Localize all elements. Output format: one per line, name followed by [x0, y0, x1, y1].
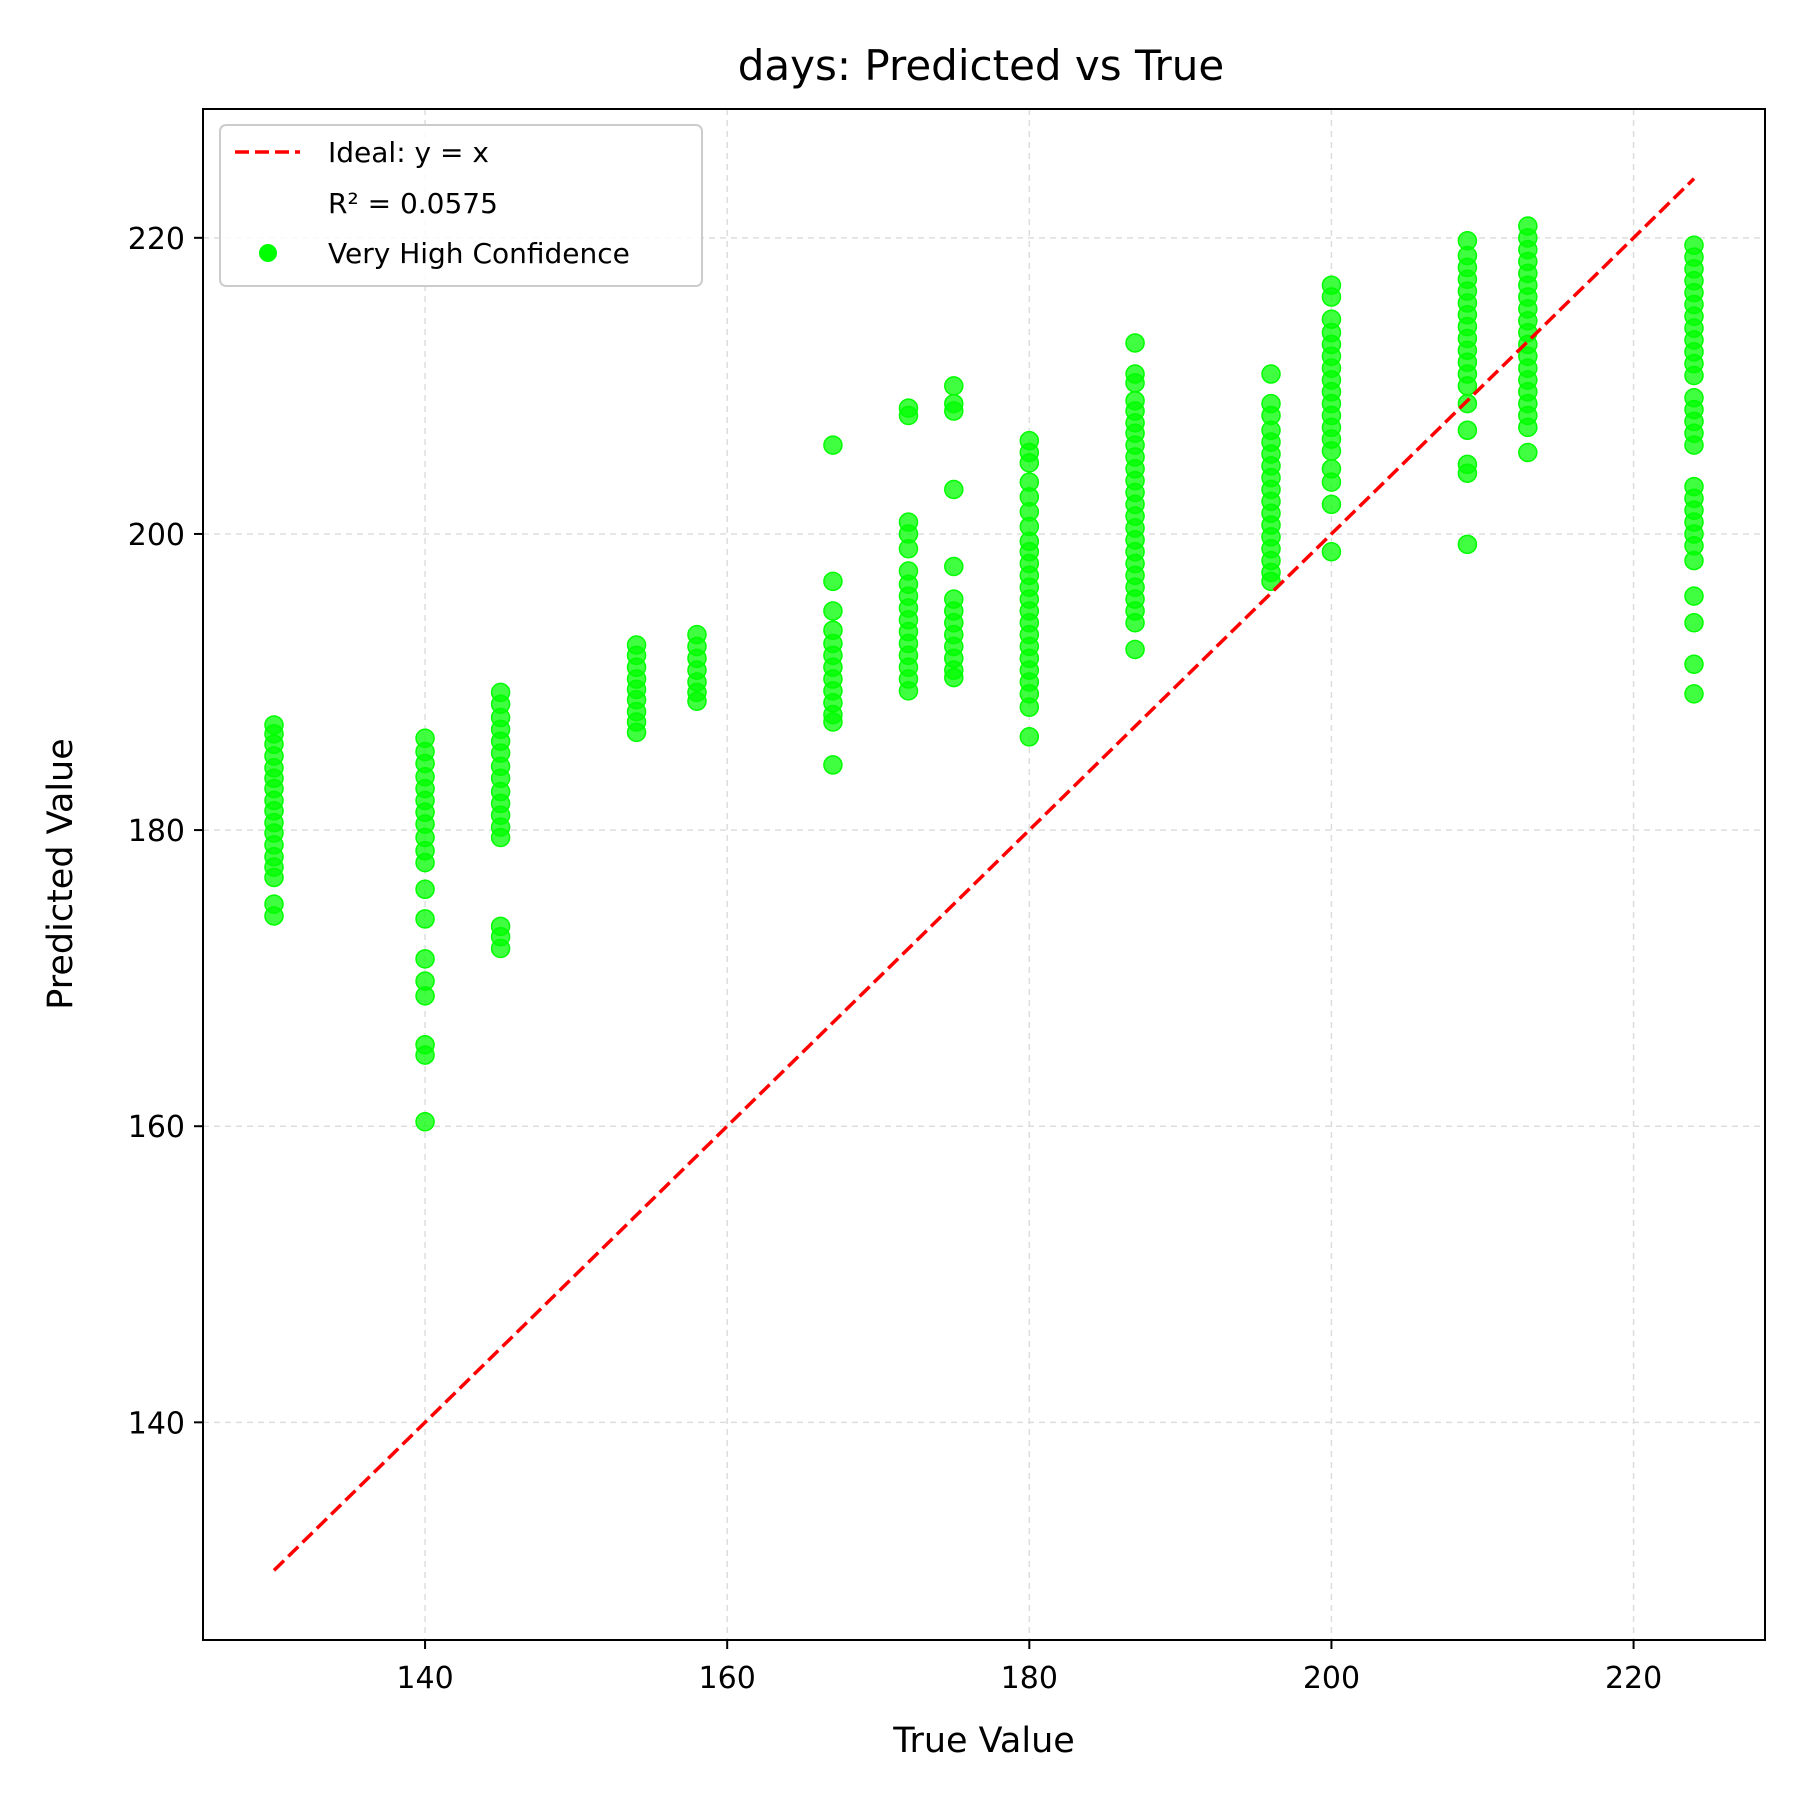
data-point [415, 1045, 435, 1065]
data-point [1518, 442, 1538, 463]
data-points [264, 216, 1704, 1132]
data-point [823, 755, 843, 775]
data-point [1684, 550, 1704, 571]
data-point [1019, 727, 1040, 747]
data-point [264, 906, 284, 926]
y-tick-label: 140 [128, 1406, 185, 1441]
data-point [1457, 393, 1478, 414]
legend-ideal-label: Ideal: y = x [328, 136, 489, 169]
x-tick-label: 160 [699, 1661, 756, 1696]
data-point [415, 1112, 435, 1132]
data-point [944, 667, 964, 688]
data-point [823, 712, 843, 732]
axis-ticks: 140 160 180 200 220 140 160 180 200 220 [128, 222, 1662, 1696]
data-point [898, 405, 919, 426]
data-point [415, 909, 435, 929]
data-point [898, 681, 919, 701]
legend-confidence-swatch [259, 244, 277, 262]
data-point [1518, 417, 1538, 438]
data-point [823, 435, 843, 455]
x-tick-label: 180 [1001, 1661, 1058, 1696]
data-point [1321, 287, 1342, 307]
y-tick-label: 200 [128, 518, 185, 553]
data-point [1019, 453, 1040, 473]
data-point [415, 852, 435, 873]
data-point [1125, 639, 1145, 660]
data-point [1457, 534, 1478, 555]
x-tick-label: 140 [396, 1661, 453, 1696]
data-point [1261, 364, 1281, 384]
data-point [823, 601, 843, 621]
y-tick-label: 160 [128, 1110, 185, 1145]
data-point [415, 949, 435, 969]
data-point [1457, 420, 1478, 441]
legend-confidence-label: Very High Confidence [328, 237, 630, 270]
y-tick-label: 180 [128, 814, 185, 849]
data-point [415, 986, 435, 1006]
x-axis-label: True Value [892, 1721, 1075, 1761]
y-tick-label: 220 [128, 222, 185, 257]
x-tick-label: 200 [1303, 1661, 1360, 1696]
data-point [1321, 541, 1342, 562]
ideal-line [272, 177, 1696, 1572]
x-tick-label: 220 [1605, 1661, 1662, 1696]
legend: Ideal: y = x R² = 0.0575 Very High Confi… [219, 124, 703, 287]
data-point [1125, 333, 1145, 353]
y-axis-label: Predicted Value [41, 738, 81, 1010]
data-point [1125, 373, 1145, 393]
data-point [1684, 365, 1704, 386]
data-point [944, 556, 964, 577]
data-point [490, 827, 511, 848]
data-point [1261, 571, 1281, 592]
data-point [626, 722, 647, 743]
data-point [415, 879, 435, 900]
legend-box [219, 124, 703, 287]
data-point [1684, 435, 1704, 455]
data-point [1684, 654, 1704, 674]
data-point [944, 376, 964, 396]
data-point [1321, 472, 1342, 492]
data-point [687, 691, 707, 712]
data-point [944, 401, 964, 421]
chart-title: days: Predicted vs True [738, 41, 1224, 90]
data-point [1321, 494, 1342, 515]
data-point [1019, 697, 1040, 717]
plot-frame [202, 108, 1766, 1641]
data-point [1321, 441, 1342, 461]
data-point [1684, 613, 1704, 633]
data-point [898, 539, 919, 559]
data-point [823, 571, 843, 592]
data-point [944, 479, 964, 500]
data-point [1125, 613, 1145, 633]
data-point [1457, 463, 1478, 483]
data-point [1684, 586, 1704, 606]
data-point [1684, 684, 1704, 704]
data-point [490, 938, 511, 959]
data-point [264, 867, 284, 888]
legend-r2-label: R² = 0.0575 [328, 187, 498, 220]
